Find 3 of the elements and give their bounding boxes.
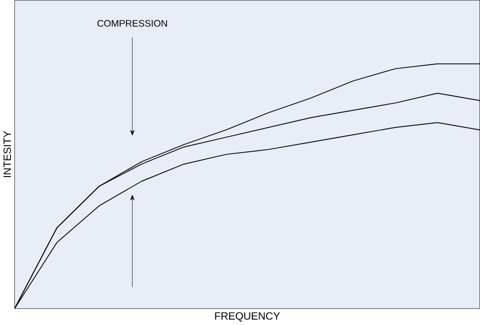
x-axis-title: FREQUENCY <box>215 312 280 322</box>
y-axis-title: INTESITY <box>4 130 11 177</box>
text: COMPRESSION <box>97 20 167 27</box>
